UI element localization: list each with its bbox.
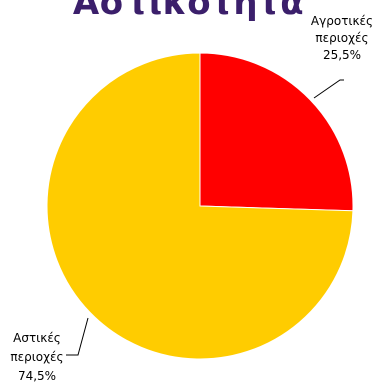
- chart-title: Αστικότητα: [72, 0, 305, 23]
- leader-line-urban: [66, 317, 89, 356]
- pie-slices: [46, 52, 354, 360]
- label-rural-value: 25,5%: [323, 48, 361, 62]
- label-rural-line2: περιοχές: [315, 31, 368, 45]
- pie-slice-urban: [46, 52, 354, 360]
- leader-line-rural: [313, 79, 344, 99]
- label-urban-line1: Αστικές: [13, 331, 61, 345]
- data-label-rural: Αγροτικές περιοχές 25,5%: [311, 14, 373, 99]
- label-urban-value: 74,5%: [18, 369, 56, 383]
- label-urban-line2: περιοχές: [10, 350, 63, 364]
- data-label-urban: Αστικές περιοχές 74,5%: [10, 317, 89, 383]
- pie-slice-rural: [199, 52, 354, 212]
- label-rural-line1: Αγροτικές: [311, 14, 373, 28]
